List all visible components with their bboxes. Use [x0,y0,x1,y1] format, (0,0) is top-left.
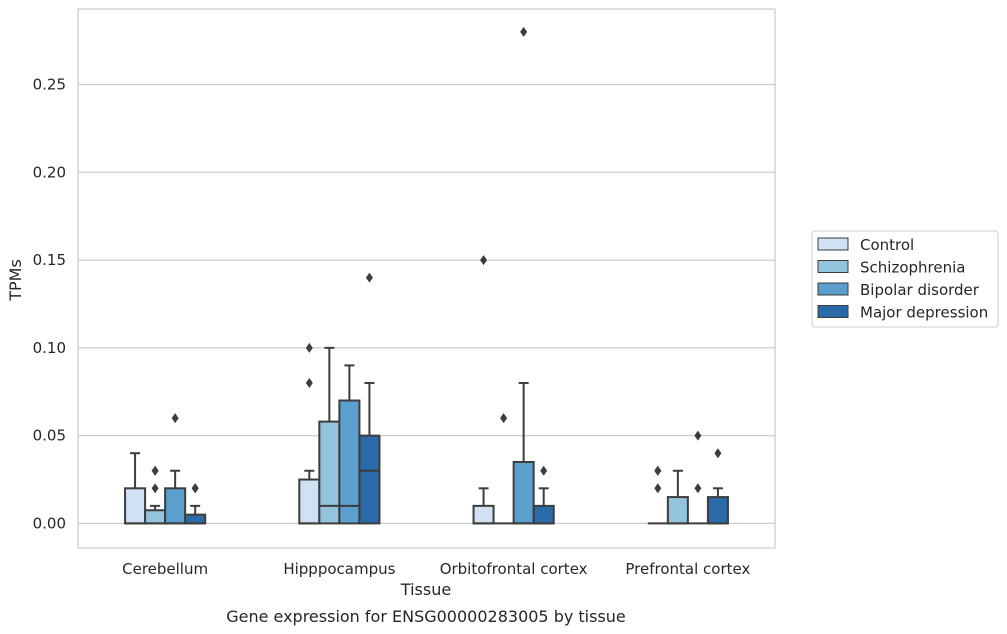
legend: Control Schizophrenia Bipolar disorder Majo… [811,230,999,328]
legend-label: Control [860,236,914,254]
legend-swatch [817,282,849,296]
x-tick-label: Hipppocampus [283,560,395,578]
outlier-point [305,377,313,388]
box-group [144,465,167,525]
outlier-point [520,26,528,37]
box [298,478,321,525]
box [318,420,341,525]
y-tick-label: 0.00 [33,514,66,532]
box [164,487,187,525]
box-group [472,255,495,525]
plot-frame [77,8,776,549]
box [144,509,167,525]
y-tick-label: 0.20 [33,163,66,181]
box-group [532,465,555,525]
outlier-point [714,448,722,459]
outlier-point [654,465,662,476]
box [124,487,147,525]
box-group [124,452,147,525]
box-group [164,413,187,525]
x-tick-label: Cerebellum [122,560,208,578]
outlier-point [694,430,702,441]
y-tick-label: 0.25 [33,75,66,93]
box [512,460,535,525]
outlier-point [694,483,702,494]
outlier-point [654,483,662,494]
box-groups [124,26,729,525]
box-group [706,448,729,525]
y-tick-label: 0.05 [33,427,66,445]
x-tick-label: Orbitofrontal cortex [440,560,588,578]
y-axis-label: TPMs [6,259,25,302]
x-axis-label: Tissue [400,580,451,599]
box [706,496,729,525]
outlier-point [151,483,159,494]
outlier-point [305,342,313,353]
box-group [512,26,535,525]
box-group [647,465,668,525]
outlier-point [365,272,373,283]
box [666,496,689,525]
outlier-point [540,465,548,476]
plot-area [78,9,775,548]
box-group [358,272,381,525]
box-group [493,413,514,525]
outlier-point [171,413,179,424]
legend-frame [811,230,999,328]
outlier-point [500,413,508,424]
box [532,504,555,525]
box-group [666,469,689,525]
y-tick-labels: 0.00 0.05 0.10 0.15 0.20 0.25 [33,75,66,532]
box [358,434,381,525]
x-tick-labels: Cerebellum Hipppocampus Orbitofrontal cort… [122,560,750,578]
figure-caption: Gene expression for ENSG00000283005 by t… [226,607,626,626]
box-group [184,483,207,525]
box [184,513,207,525]
legend-swatch [817,305,849,318]
legend-swatch [817,237,849,251]
box-group [687,430,708,525]
x-tick-label: Prefrontal cortex [625,560,750,578]
outlier-point [191,483,199,494]
outlier-point [480,255,488,266]
legend-label: Major depression [860,304,988,322]
box [472,504,495,525]
outlier-point [151,465,159,476]
legend-swatch [817,260,849,273]
legend-label: Bipolar disorder [860,281,980,299]
y-tick-label: 0.10 [33,339,66,357]
legend-label: Schizophrenia [860,259,965,277]
y-tick-label: 0.15 [33,251,66,269]
